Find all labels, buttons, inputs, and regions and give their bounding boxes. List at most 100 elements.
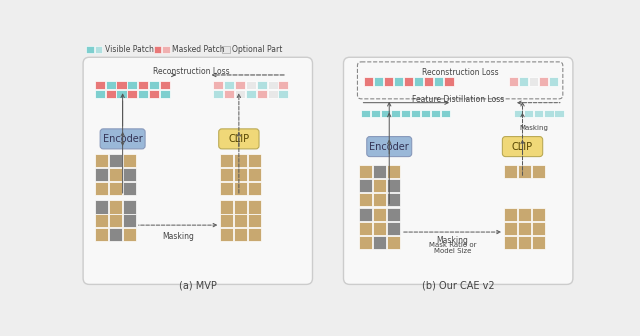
Bar [109,182,122,195]
Bar [504,165,517,178]
Text: (a) MVP: (a) MVP [179,281,217,291]
Bar [371,110,380,117]
Bar [109,154,122,167]
Bar [518,236,531,249]
Bar [235,81,245,89]
Bar [278,81,289,89]
Bar [387,208,400,221]
Bar [532,236,545,249]
Bar [257,90,267,98]
Bar [160,81,170,89]
Bar [123,201,136,214]
Bar [235,90,245,98]
Bar [504,222,517,235]
Bar [86,46,94,53]
Bar [532,208,545,221]
Text: Reconstruction Loss: Reconstruction Loss [422,68,499,77]
Text: Reconstruction Loss: Reconstruction Loss [154,67,230,76]
Text: Masked Patch: Masked Patch [172,45,225,54]
Bar [411,110,420,117]
Bar [149,81,159,89]
Bar [364,77,373,86]
Text: Masking: Masking [436,236,468,245]
Bar [404,77,413,86]
Bar [387,193,400,206]
Text: Encoder: Encoder [369,141,409,152]
Bar [138,81,148,89]
Bar [123,228,136,241]
Bar [359,208,372,221]
Bar [160,90,170,98]
Bar [373,179,386,192]
Bar [424,77,433,86]
Bar [162,46,170,53]
Bar [220,154,234,167]
Bar [234,228,248,241]
Bar [123,214,136,227]
Bar [138,90,148,98]
Bar [248,228,261,241]
Bar [95,228,108,241]
Bar [532,222,545,235]
Bar [529,77,538,86]
Bar [518,222,531,235]
Text: Feature Distillation Loss: Feature Distillation Loss [412,95,504,104]
Bar [154,46,161,53]
Bar [504,208,517,221]
Bar [116,90,127,98]
FancyBboxPatch shape [502,136,543,157]
Bar [246,81,256,89]
Bar [444,77,454,86]
Bar [220,182,234,195]
Bar [373,165,386,178]
Bar [123,168,136,181]
Bar [109,201,122,214]
Bar [387,179,400,192]
Bar [359,236,372,249]
Bar [220,214,234,227]
Bar [109,168,122,181]
Bar [387,222,400,235]
Bar [248,214,261,227]
Bar [149,90,159,98]
Bar [213,81,223,89]
Bar [116,81,127,89]
Text: Model Size: Model Size [434,248,471,254]
Bar [109,228,122,241]
Bar [359,179,372,192]
Bar [360,110,370,117]
Bar [278,90,289,98]
Bar [539,77,548,86]
Bar [359,165,372,178]
Bar [441,110,451,117]
Bar [109,214,122,227]
Bar [234,214,248,227]
Bar [224,90,234,98]
Text: (b) Our CAE v2: (b) Our CAE v2 [422,281,495,291]
FancyBboxPatch shape [367,136,412,157]
Bar [431,110,440,117]
Bar [401,110,410,117]
Bar [373,222,386,235]
Bar [381,110,390,117]
Bar [95,201,108,214]
Bar [359,222,372,235]
Bar [421,110,430,117]
Bar [391,110,400,117]
Bar [514,110,524,117]
Bar [359,193,372,206]
Bar [518,77,528,86]
Bar [246,90,256,98]
Text: Optional Part: Optional Part [232,45,282,54]
FancyBboxPatch shape [219,129,259,149]
FancyBboxPatch shape [100,129,145,149]
FancyBboxPatch shape [344,57,573,284]
Bar [106,81,116,89]
Bar [95,182,108,195]
Bar [220,228,234,241]
Bar [234,201,248,214]
Bar [534,110,543,117]
Bar [248,168,261,181]
Bar [434,77,444,86]
Text: Masking: Masking [163,232,195,241]
